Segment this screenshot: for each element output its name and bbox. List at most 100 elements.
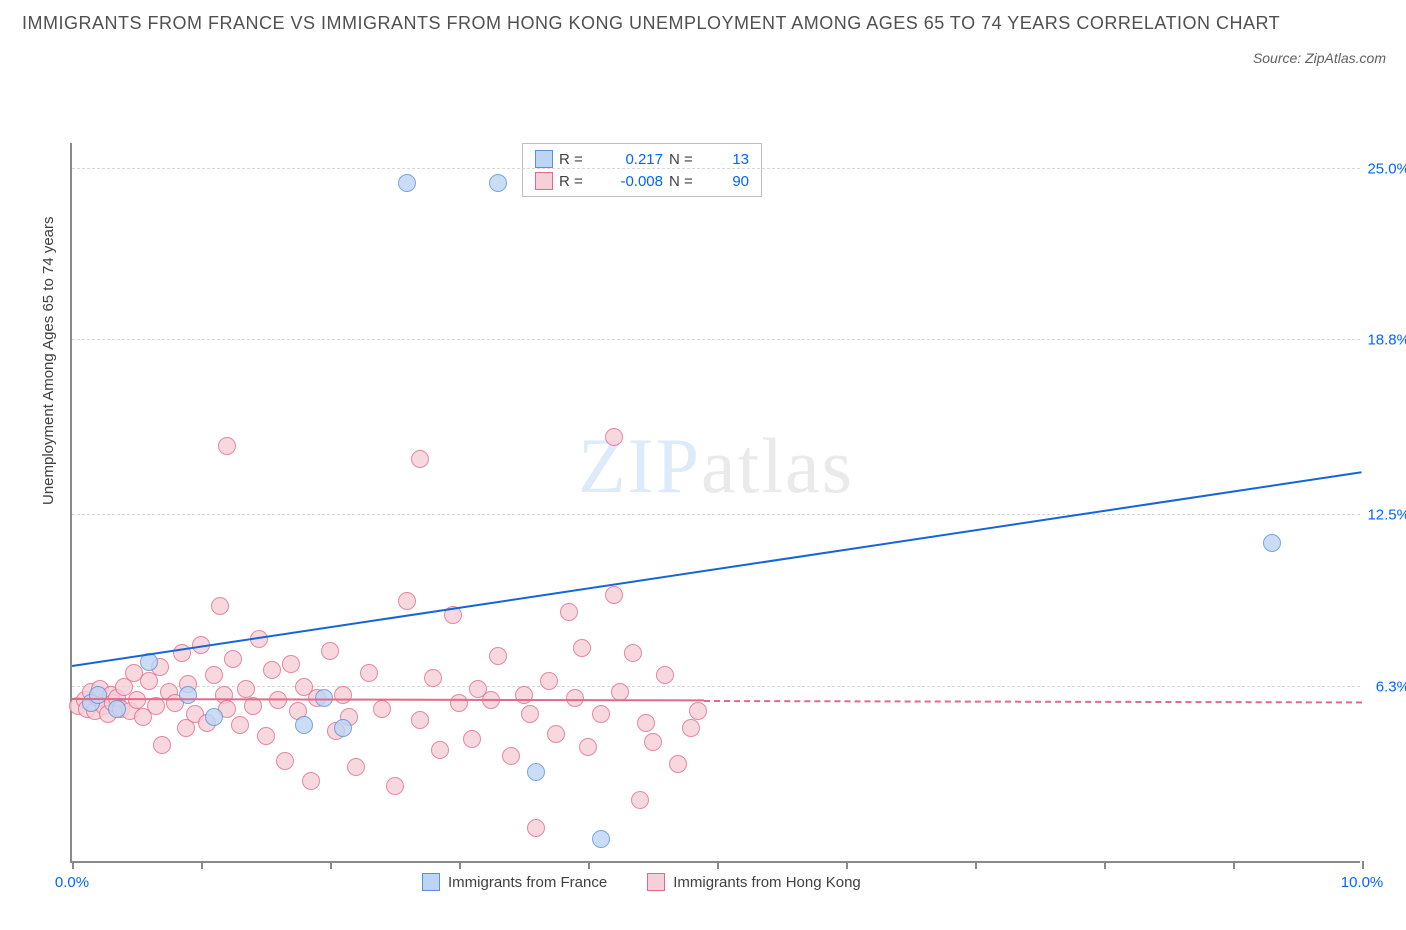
data-point-hongkong xyxy=(128,691,146,709)
data-point-hongkong xyxy=(521,705,539,723)
ytick-label: 6.3% xyxy=(1376,678,1406,695)
n-value-hongkong: 90 xyxy=(713,173,749,190)
data-point-hongkong xyxy=(605,586,623,604)
chart-title: IMMIGRANTS FROM FRANCE VS IMMIGRANTS FRO… xyxy=(22,10,1396,37)
data-point-hongkong xyxy=(431,741,449,759)
data-point-hongkong xyxy=(373,700,391,718)
data-point-hongkong xyxy=(637,714,655,732)
xtick xyxy=(1104,861,1106,869)
ytick-label: 25.0% xyxy=(1367,160,1406,177)
data-point-hongkong xyxy=(566,689,584,707)
swatch-france xyxy=(422,873,440,891)
data-point-france xyxy=(527,763,545,781)
data-point-france xyxy=(295,716,313,734)
data-point-france xyxy=(1263,534,1281,552)
data-point-hongkong xyxy=(656,666,674,684)
data-point-hongkong xyxy=(231,716,249,734)
data-point-hongkong xyxy=(398,592,416,610)
data-point-hongkong xyxy=(205,666,223,684)
data-point-hongkong xyxy=(386,777,404,795)
legend-item-hongkong: Immigrants from Hong Kong xyxy=(647,873,861,891)
data-point-hongkong xyxy=(669,755,687,773)
legend-label-hongkong: Immigrants from Hong Kong xyxy=(673,874,861,891)
data-point-hongkong xyxy=(631,791,649,809)
legend-label-france: Immigrants from France xyxy=(448,874,607,891)
xtick xyxy=(459,861,461,869)
n-label: N = xyxy=(669,173,707,190)
data-point-france xyxy=(108,700,126,718)
n-value-france: 13 xyxy=(713,151,749,168)
trendline-france xyxy=(72,471,1362,667)
data-point-hongkong xyxy=(424,669,442,687)
legend-item-france: Immigrants from France xyxy=(422,873,607,891)
xtick xyxy=(1362,861,1364,869)
data-point-hongkong xyxy=(540,672,558,690)
data-point-hongkong xyxy=(218,437,236,455)
data-point-hongkong xyxy=(527,819,545,837)
xtick xyxy=(201,861,203,869)
data-point-hongkong xyxy=(502,747,520,765)
data-point-hongkong xyxy=(153,736,171,754)
data-point-hongkong xyxy=(237,680,255,698)
data-point-hongkong xyxy=(560,603,578,621)
data-point-hongkong xyxy=(211,597,229,615)
data-point-france xyxy=(489,174,507,192)
data-point-hongkong xyxy=(592,705,610,723)
y-axis-label: Unemployment Among Ages 65 to 74 years xyxy=(40,216,57,505)
data-point-france xyxy=(179,686,197,704)
legend-row-hongkong: R = -0.008 N = 90 xyxy=(535,170,749,192)
xtick xyxy=(588,861,590,869)
data-point-hongkong xyxy=(547,725,565,743)
swatch-hongkong xyxy=(535,172,553,190)
xtick-label: 0.0% xyxy=(55,874,89,891)
data-point-france xyxy=(398,174,416,192)
data-point-hongkong xyxy=(321,642,339,660)
watermark-zip: ZIP xyxy=(578,422,701,509)
data-point-hongkong xyxy=(302,772,320,790)
r-label: R = xyxy=(559,151,597,168)
data-point-hongkong xyxy=(463,730,481,748)
data-point-hongkong xyxy=(573,639,591,657)
data-point-hongkong xyxy=(489,647,507,665)
r-label: R = xyxy=(559,173,597,190)
chart-container: Unemployment Among Ages 65 to 74 years Z… xyxy=(10,45,1396,905)
legend-series: Immigrants from France Immigrants from H… xyxy=(422,873,861,891)
ytick-label: 18.8% xyxy=(1367,332,1406,349)
data-point-hongkong xyxy=(515,686,533,704)
data-point-hongkong xyxy=(644,733,662,751)
gridline xyxy=(72,686,1360,687)
xtick-label: 10.0% xyxy=(1341,874,1384,891)
xtick xyxy=(717,861,719,869)
legend-correlation: R = 0.217 N = 13 R = -0.008 N = 90 xyxy=(522,143,762,197)
ytick-label: 12.5% xyxy=(1367,506,1406,523)
data-point-hongkong xyxy=(263,661,281,679)
swatch-france xyxy=(535,150,553,168)
n-label: N = xyxy=(669,151,707,168)
gridline xyxy=(72,168,1360,169)
r-value-france: 0.217 xyxy=(603,151,663,168)
data-point-hongkong xyxy=(605,428,623,446)
data-point-france xyxy=(205,708,223,726)
gridline xyxy=(72,514,1360,515)
data-point-hongkong xyxy=(334,686,352,704)
xtick xyxy=(975,861,977,869)
data-point-hongkong xyxy=(276,752,294,770)
data-point-hongkong xyxy=(411,450,429,468)
data-point-hongkong xyxy=(347,758,365,776)
data-point-hongkong xyxy=(257,727,275,745)
data-point-hongkong xyxy=(224,650,242,668)
data-point-france xyxy=(334,719,352,737)
plot-area: ZIPatlas R = 0.217 N = 13 R = -0.008 N =… xyxy=(70,143,1360,863)
xtick xyxy=(72,861,74,869)
watermark-atlas: atlas xyxy=(701,422,854,509)
trendline-ext-hongkong xyxy=(704,700,1362,703)
data-point-hongkong xyxy=(360,664,378,682)
r-value-hongkong: -0.008 xyxy=(603,173,663,190)
data-point-hongkong xyxy=(282,655,300,673)
data-point-france xyxy=(592,830,610,848)
swatch-hongkong xyxy=(647,873,665,891)
xtick xyxy=(846,861,848,869)
data-point-hongkong xyxy=(689,702,707,720)
data-point-france xyxy=(89,686,107,704)
data-point-hongkong xyxy=(682,719,700,737)
